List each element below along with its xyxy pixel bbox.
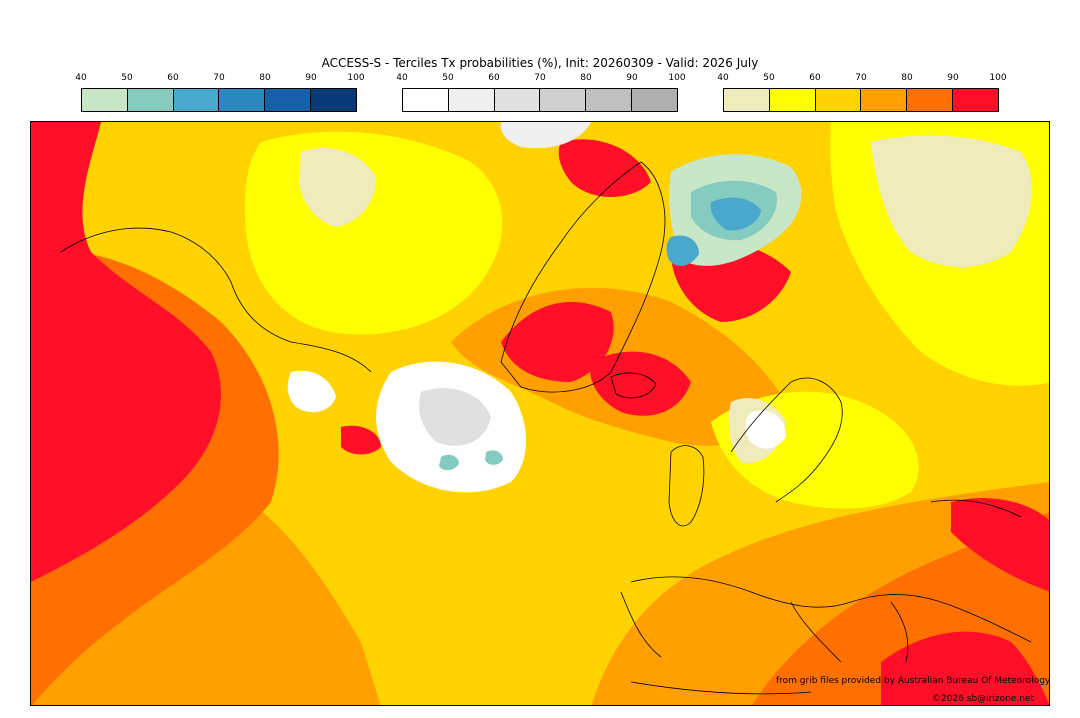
- legend-swatch-above-2: [815, 89, 862, 111]
- coastline-scandinavia: [730, 377, 843, 503]
- legend-swatch-below-1: [127, 89, 174, 111]
- tick-label: 80: [259, 73, 271, 83]
- tick-label: 90: [626, 73, 638, 83]
- tick-label: 70: [213, 73, 225, 83]
- tick-label: 70: [855, 73, 867, 83]
- tick-label: 50: [442, 73, 454, 83]
- field-90-100-atlantic-inner: [31, 311, 192, 522]
- tick-label: 40: [396, 73, 408, 83]
- legend-swatch-above-1: [769, 89, 816, 111]
- legend-swatch-near-4: [586, 89, 633, 111]
- tick-label: 100: [668, 73, 686, 83]
- coastline-europe-south: [630, 576, 1032, 643]
- field-90-100-greenland: [501, 302, 614, 382]
- field-below-60-70: [710, 197, 761, 231]
- coastline-iceland: [610, 372, 657, 399]
- legend-below-ticks: 40 50 60 70 80 90 100: [75, 73, 364, 85]
- copyright-credit: ©2026 sb@irizone.net: [932, 694, 1034, 704]
- field-below-atlantic-2: [485, 450, 503, 465]
- coastline-north-africa: [630, 681, 812, 695]
- tick-label: 70: [534, 73, 546, 83]
- field-below-atlantic-1: [439, 454, 459, 471]
- coastline-italy: [790, 601, 842, 663]
- tick-label: 100: [989, 73, 1007, 83]
- coastline-britain: [668, 445, 705, 527]
- legend-near-bar: [402, 88, 678, 112]
- legend-above-scale: 40 50 60 70 80 90 100: [717, 73, 1007, 113]
- legend-swatch-near-2: [494, 89, 541, 111]
- legend-swatch-below-2: [173, 89, 220, 111]
- legend-above-bar: [723, 88, 999, 112]
- field-40-50-arctic-east: [871, 135, 1032, 267]
- legend-swatch-below-5: [311, 89, 356, 111]
- tick-label: 80: [580, 73, 592, 83]
- tick-label: 60: [488, 73, 500, 83]
- coastline-black-sea: [930, 499, 1022, 518]
- field-90-100-north-greenland: [558, 139, 651, 197]
- field-90-100-iceland: [590, 351, 691, 416]
- legend-swatch-near-5: [632, 89, 677, 111]
- legend-swatch-above-5: [953, 89, 998, 111]
- tick-label: 50: [121, 73, 133, 83]
- tick-label: 40: [75, 73, 87, 83]
- legend-below-bar: [81, 88, 357, 112]
- field-near-normal-arctic: [500, 122, 591, 149]
- legend-below-scale: 40 50 60 70 80 90 100: [75, 73, 365, 113]
- field-90-100-labrador: [341, 425, 381, 455]
- field-near-normal-norway: [745, 410, 786, 449]
- field-below-greenland-sea: [666, 235, 699, 266]
- tick-label: 90: [305, 73, 317, 83]
- tick-label: 60: [809, 73, 821, 83]
- legend-near-scale: 40 50 60 70 80 90 100: [396, 73, 686, 113]
- tick-label: 60: [167, 73, 179, 83]
- source-credit: from grib files provided by Australian B…: [776, 676, 1050, 686]
- legend-swatch-above-3: [861, 89, 908, 111]
- tick-label: 90: [947, 73, 959, 83]
- tick-label: 50: [763, 73, 775, 83]
- legend-swatch-above-4: [907, 89, 954, 111]
- coastlines: [60, 161, 1032, 695]
- coastline-greenland: [500, 161, 666, 393]
- field-90-100-east-med: [881, 631, 1049, 705]
- legend-swatch-near-3: [540, 89, 587, 111]
- coastline-greece: [890, 601, 909, 663]
- legend-swatch-near-0: [403, 89, 449, 111]
- map-title: ACCESS-S - Terciles Tx probabilities (%)…: [321, 56, 759, 70]
- legend-swatch-below-0: [82, 89, 128, 111]
- field-near-normal-core: [419, 388, 491, 446]
- field-40-50-baffin: [299, 148, 376, 227]
- coastline-iberia: [620, 591, 662, 658]
- tick-label: 80: [901, 73, 913, 83]
- probability-map: from grib files provided by Australian B…: [30, 121, 1050, 706]
- legend-swatch-above-0: [724, 89, 770, 111]
- legend-above-ticks: 40 50 60 70 80 90 100: [717, 73, 1006, 85]
- tick-label: 100: [347, 73, 365, 83]
- coastline-north-america: [60, 227, 372, 373]
- legend-swatch-below-3: [219, 89, 266, 111]
- map-field: [31, 122, 1049, 705]
- legend-swatch-near-1: [448, 89, 495, 111]
- tick-label: 40: [717, 73, 729, 83]
- field-near-normal-labrador: [287, 370, 336, 413]
- field-90-100-black-sea: [951, 498, 1049, 592]
- legend-swatch-below-4: [265, 89, 312, 111]
- legend-near-ticks: 40 50 60 70 80 90 100: [396, 73, 685, 85]
